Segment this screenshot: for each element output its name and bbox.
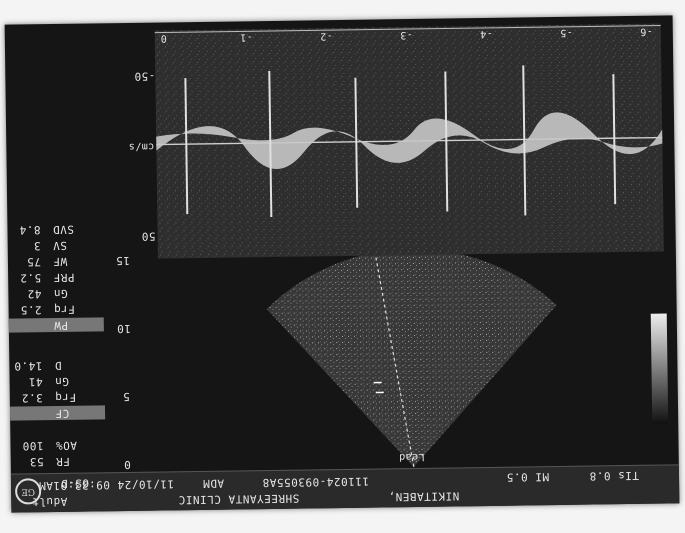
time-marker--6: -6: [639, 25, 653, 37]
bmode-sector-image: [266, 248, 557, 468]
spectral-doppler-panel: [154, 23, 664, 259]
doppler-scale-label-neg50: -50: [133, 69, 156, 83]
doppler-scale-label-50: 50: [141, 229, 156, 243]
time-marker--2: -2: [319, 30, 333, 42]
time-marker--3: -3: [399, 28, 413, 41]
ultrasound-display-upside-down: GE SHREEYANTA CLINIC NIKITABEN, 11/10/24…: [5, 15, 680, 513]
doppler-unit: cm/s: [128, 140, 155, 152]
ultrasound-monitor-screen: GE SHREEYANTA CLINIC NIKITABEN, 11/10/24…: [4, 15, 680, 513]
time-marker-0: 0: [160, 32, 167, 44]
time-marker--5: -5: [559, 26, 573, 38]
time-marker--4: -4: [479, 27, 493, 40]
time-marker--1: -1: [239, 31, 253, 43]
